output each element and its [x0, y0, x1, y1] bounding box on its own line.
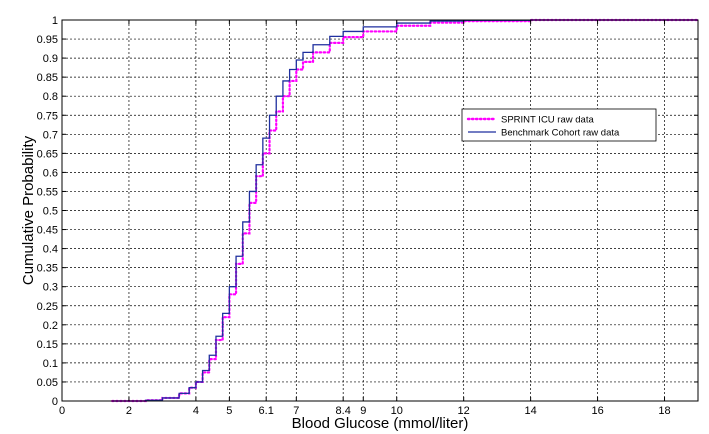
x-tick-label: 4: [193, 405, 199, 417]
x-tick-label: 10: [391, 405, 403, 417]
y-tick-label: 0.65: [37, 148, 58, 160]
y-tick-label: 0.5: [43, 206, 58, 218]
y-tick-label: 0.2: [43, 320, 58, 332]
x-axis-label: Blood Glucose (mmol/liter): [292, 415, 469, 432]
legend-label-sprint-icu: SPRINT ICU raw data: [501, 115, 594, 126]
y-tick-label: 0.35: [37, 263, 58, 275]
y-tick-label: 0.05: [37, 377, 58, 389]
y-tick-label: 0.25: [37, 301, 58, 313]
x-tick-label: 8.4: [336, 405, 351, 417]
x-tick-label: 16: [591, 405, 603, 417]
series-line-benchmark-cohort: [112, 19, 698, 402]
x-tick-label: 5: [226, 405, 232, 417]
y-tick-label: 1: [52, 15, 58, 27]
y-tick-label: 0.95: [37, 34, 58, 46]
x-tick-label: 0: [59, 405, 65, 417]
y-tick-label: 0.1: [43, 358, 58, 370]
x-tick-label: 9: [360, 405, 366, 417]
y-tick-label: 0.55: [37, 186, 58, 198]
y-tick-label: 0.4: [43, 244, 58, 256]
legend-box: [461, 108, 657, 142]
y-tick-label: 0.45: [37, 225, 58, 237]
y-tick-label: 0: [52, 396, 58, 408]
x-tick-label: 18: [658, 405, 670, 417]
y-tick-label: 0.7: [43, 129, 58, 141]
legend-label-benchmark-cohort: Benchmark Cohort raw data: [501, 128, 620, 139]
y-tick-label: 0.9: [43, 53, 58, 65]
y-tick-label: 0.3: [43, 282, 58, 294]
y-tick-label: 0.6: [43, 167, 58, 179]
x-tick-label: 2: [126, 405, 132, 417]
y-tick-label: 0.85: [37, 72, 58, 84]
x-tick-label: 6.1: [259, 405, 274, 417]
y-tick-label: 0.75: [37, 110, 58, 122]
y-tick-label: 0.8: [43, 91, 58, 103]
x-tick-label: 7: [293, 405, 299, 417]
y-axis-label: Cumulative Probability: [20, 135, 37, 285]
x-tick-label: 14: [525, 405, 537, 417]
x-tick-label: 12: [458, 405, 470, 417]
y-tick-label: 0.15: [37, 339, 58, 351]
